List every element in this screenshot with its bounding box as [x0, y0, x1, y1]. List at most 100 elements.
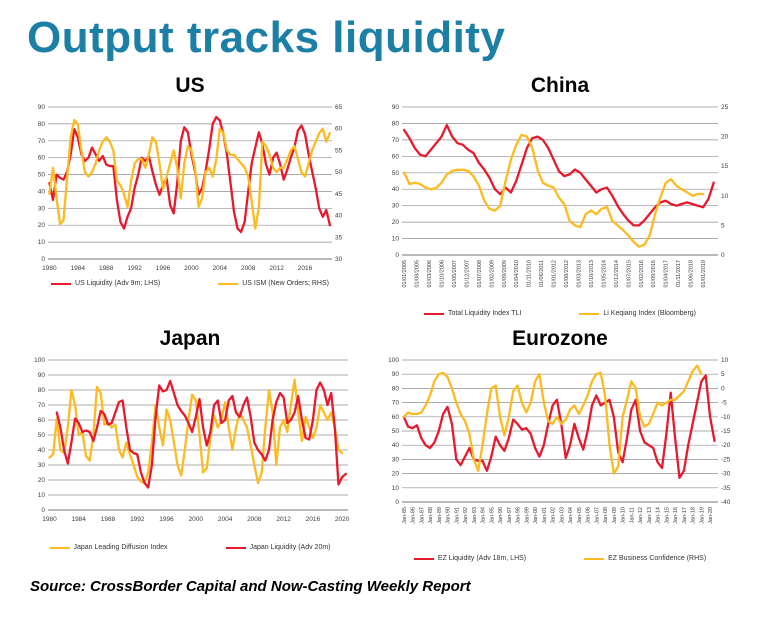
x-axis-tick: Jan-17: [682, 507, 688, 524]
x-axis-tick: 2000: [184, 265, 199, 272]
x-axis-tick: Jan-09: [612, 507, 618, 524]
left-axis-tick: 50: [392, 170, 400, 177]
x-axis-tick: Jan-94: [481, 507, 487, 524]
x-axis-tick: 01/06/2018: [689, 260, 695, 288]
legend-label: Japan Liquidity (Adv 20m): [249, 544, 331, 552]
left-axis-tick: 90: [38, 372, 46, 379]
legend-swatch-red: [413, 557, 434, 561]
x-axis-tick: Jan-12: [638, 507, 644, 524]
x-axis-tick: Jan-91: [454, 507, 460, 524]
x-axis-tick: Jan-05: [577, 507, 583, 524]
x-axis-tick: 01/12/2007: [464, 260, 470, 288]
x-axis-tick: Jan-88: [428, 507, 434, 524]
left-axis-tick: 90: [38, 104, 46, 111]
x-axis-tick: Jan-06: [586, 507, 592, 524]
series-line-red: [48, 116, 332, 234]
x-axis-tick: Jan-03: [559, 507, 565, 524]
right-axis-tick: 0: [721, 252, 725, 259]
x-axis-tick: 01/08/2012: [564, 260, 570, 288]
x-axis-tick: 2000: [189, 516, 204, 523]
right-axis-tick: 0: [721, 386, 725, 393]
left-axis-tick: 90: [392, 372, 400, 379]
legend-swatch-yellow: [579, 312, 600, 316]
x-axis-tick: 1988: [99, 265, 114, 272]
legend-swatch-red: [51, 282, 72, 286]
legend-item: EZ Liquidity (Adv 18m, LHS): [413, 555, 526, 562]
us-legend: US Liquidity (Adv 9m; LHS) US ISM (New Or…: [51, 280, 329, 287]
x-axis-tick: Jan-93: [472, 507, 478, 524]
x-axis-tick: Jan-11: [629, 507, 635, 523]
x-axis-tick: Jan-20: [708, 507, 714, 524]
left-axis-tick: 70: [392, 137, 400, 144]
x-axis-tick: 2016: [298, 265, 313, 272]
legend-item: US Liquidity (Adv 9m; LHS): [51, 280, 160, 287]
x-axis-tick: 1984: [71, 516, 86, 523]
chart-card-japan: Japan 0 10 20 30 40 50 60 70 80 90 100 1980 1984 1988…: [14, 325, 366, 562]
x-axis-tick: Jan-99: [524, 507, 530, 524]
x-axis-tick: 2020: [335, 516, 350, 523]
x-axis-tick: 01/02/2009: [489, 260, 495, 288]
x-axis-tick: 01/10/2006: [440, 260, 446, 288]
left-axis-tick: 10: [392, 485, 400, 492]
x-axis-tick: 01/09/2016: [651, 260, 657, 288]
left-axis-tick: 20: [38, 477, 46, 484]
right-axis-tick: 40: [335, 213, 343, 220]
x-axis-tick: Jan-13: [647, 507, 653, 524]
x-axis-tick: Jan-10: [621, 507, 627, 524]
x-axis-tick: 01/11/2010: [527, 260, 533, 287]
x-axis-tick: 1980: [42, 265, 57, 272]
x-axis-tick: 01/01/2019: [701, 260, 707, 288]
x-axis-tick: 2004: [218, 516, 233, 523]
right-axis-tick: 10: [721, 193, 729, 200]
right-axis-tick: -30: [721, 471, 731, 478]
left-axis-tick: 60: [38, 155, 46, 162]
x-axis-tick: Jan-15: [664, 507, 670, 524]
x-axis-tick: 01/12/2014: [614, 260, 620, 288]
x-axis-tick: 01/03/2006: [427, 260, 433, 288]
chart-title-eurozone: Eurozone: [512, 327, 608, 351]
left-axis-tick: 70: [392, 400, 400, 407]
x-axis-tick: Jan-08: [603, 507, 609, 524]
left-axis-tick: 60: [38, 417, 46, 424]
right-axis-tick: -20: [721, 443, 731, 450]
x-axis-tick: Jan-01: [542, 507, 548, 524]
right-axis-tick: 55: [335, 148, 343, 155]
x-axis-tick: 01/06/2011: [539, 260, 545, 287]
source-note: Source: CrossBorder Capital and Now-Cast…: [30, 578, 471, 596]
x-axis-tick: 2016: [306, 516, 321, 523]
x-axis-tick: Jan-16: [673, 507, 679, 524]
x-axis-tick: 1992: [130, 516, 145, 523]
legend-swatch-red: [423, 312, 444, 316]
x-axis-tick: Jan-04: [568, 507, 574, 524]
us-plot: 0 10 20 30 40 50 60 70 80 90 30 35 40 45 50 55 60 65 1980 1…: [22, 101, 358, 277]
x-axis-tick: 01/07/2008: [477, 260, 483, 288]
x-axis-tick: 01/08/2005: [415, 260, 421, 288]
x-axis-tick: 1988: [101, 516, 116, 523]
x-axis-tick: 1996: [159, 516, 174, 523]
left-axis-tick: 20: [392, 471, 400, 478]
legend-swatch-yellow: [218, 282, 239, 286]
left-axis-tick: 0: [41, 256, 45, 263]
left-axis-tick: 90: [392, 104, 400, 111]
x-axis-tick: 01/05/2014: [601, 260, 607, 288]
legend-item: EZ Business Confidence (RHS): [584, 555, 706, 562]
legend-swatch-yellow: [584, 557, 605, 561]
left-axis-tick: 100: [34, 357, 45, 364]
x-axis-tick: 2012: [276, 516, 291, 523]
page-title: Output tracks liquidity: [27, 13, 506, 62]
x-axis-tick: Jan-98: [516, 507, 522, 524]
left-axis-tick: 40: [392, 443, 400, 450]
x-axis-tick: Jan-90: [446, 507, 452, 524]
series-line-yellow: [402, 134, 705, 249]
series-line-yellow: [402, 364, 703, 476]
x-axis-tick: 2008: [241, 265, 256, 272]
x-axis-tick: 2012: [269, 265, 284, 272]
left-axis-tick: 70: [38, 138, 46, 145]
x-axis-tick: Jan-87: [419, 507, 425, 524]
right-axis-tick: 5: [721, 372, 725, 379]
left-axis-tick: 0: [395, 499, 399, 506]
left-axis-tick: 50: [38, 172, 46, 179]
x-axis-tick: 01/10/2013: [589, 260, 595, 288]
japan-legend: Japan Leading Diffusion Index Japan Liqui…: [49, 544, 331, 552]
legend-label: Japan Leading Diffusion Index: [73, 544, 168, 552]
